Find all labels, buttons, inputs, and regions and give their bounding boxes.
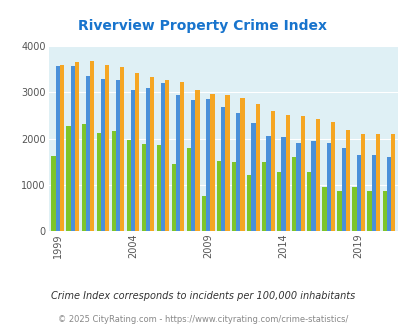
Bar [150, 77, 154, 231]
Bar [315, 119, 319, 231]
Bar [221, 107, 225, 231]
Bar [105, 65, 109, 231]
Bar [262, 162, 266, 231]
Bar [135, 73, 139, 231]
Bar [60, 65, 64, 231]
Bar [337, 191, 341, 231]
Bar [247, 175, 251, 231]
Bar [311, 141, 315, 231]
Bar [96, 133, 100, 231]
Bar [382, 191, 386, 231]
Bar [236, 113, 240, 231]
Bar [375, 134, 379, 231]
Bar [292, 157, 296, 231]
Text: © 2025 CityRating.com - https://www.cityrating.com/crime-statistics/: © 2025 CityRating.com - https://www.city… [58, 315, 347, 324]
Bar [176, 95, 180, 231]
Bar [201, 196, 206, 231]
Bar [120, 67, 124, 231]
Bar [55, 66, 60, 231]
Bar [296, 143, 300, 231]
Bar [225, 95, 229, 231]
Bar [356, 155, 360, 231]
Bar [81, 124, 85, 231]
Bar [216, 161, 221, 231]
Bar [100, 79, 105, 231]
Bar [367, 191, 371, 231]
Bar [90, 61, 94, 231]
Bar [240, 98, 244, 231]
Bar [171, 164, 176, 231]
Bar [51, 156, 55, 231]
Bar [281, 137, 285, 231]
Bar [345, 130, 349, 231]
Bar [360, 134, 364, 231]
Bar [326, 143, 330, 231]
Bar [232, 162, 236, 231]
Bar [156, 145, 161, 231]
Text: Crime Index corresponds to incidents per 100,000 inhabitants: Crime Index corresponds to incidents per… [51, 291, 354, 301]
Bar [186, 148, 191, 231]
Bar [191, 100, 195, 231]
Bar [165, 81, 169, 231]
Bar [180, 82, 184, 231]
Bar [251, 123, 255, 231]
Bar [206, 99, 210, 231]
Bar [195, 90, 199, 231]
Bar [270, 111, 274, 231]
Bar [300, 116, 304, 231]
Bar [390, 134, 394, 231]
Bar [66, 126, 70, 231]
Bar [371, 155, 375, 231]
Bar [322, 187, 326, 231]
Bar [330, 122, 334, 231]
Bar [352, 187, 356, 231]
Bar [145, 88, 150, 231]
Bar [285, 115, 289, 231]
Bar [386, 157, 390, 231]
Bar [277, 172, 281, 231]
Bar [141, 144, 145, 231]
Bar [130, 90, 135, 231]
Bar [266, 136, 270, 231]
Bar [307, 172, 311, 231]
Bar [341, 148, 345, 231]
Bar [255, 104, 259, 231]
Text: Riverview Property Crime Index: Riverview Property Crime Index [78, 19, 327, 33]
Bar [161, 83, 165, 231]
Bar [115, 81, 120, 231]
Bar [210, 94, 214, 231]
Bar [85, 76, 90, 231]
Bar [126, 140, 130, 231]
Bar [111, 131, 115, 231]
Bar [75, 62, 79, 231]
Bar [70, 66, 75, 231]
